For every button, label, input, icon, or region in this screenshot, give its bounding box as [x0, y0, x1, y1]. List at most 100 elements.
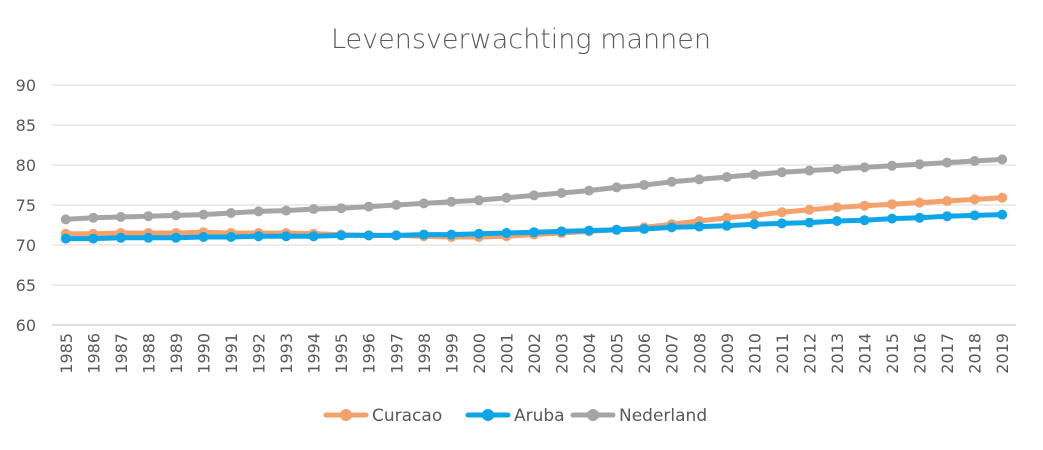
data-point	[198, 209, 209, 220]
legend-swatch-marker	[482, 409, 494, 421]
x-tick-label: 1988	[139, 333, 158, 374]
data-point	[529, 227, 539, 238]
x-tick-label: 1995	[332, 333, 351, 374]
data-point	[473, 228, 484, 239]
data-point	[170, 232, 181, 243]
data-point	[914, 197, 925, 208]
x-tick-label: 2008	[690, 333, 709, 374]
data-point	[198, 232, 209, 242]
data-point	[60, 233, 71, 244]
data-point	[584, 225, 595, 236]
data-point	[639, 224, 650, 234]
legend-item: Curacao	[323, 406, 442, 426]
data-point	[446, 229, 457, 240]
data-point	[666, 222, 677, 233]
x-tick-label: 1999	[442, 333, 461, 374]
y-tick-label: 75	[16, 196, 36, 215]
data-point	[501, 228, 512, 238]
data-point	[997, 209, 1008, 220]
x-tick-label: 1993	[277, 333, 296, 374]
data-point	[336, 203, 347, 214]
data-point	[749, 169, 760, 180]
data-point	[887, 213, 898, 224]
data-point	[308, 231, 319, 242]
data-point	[115, 232, 126, 243]
data-point	[721, 220, 732, 231]
data-point	[88, 212, 99, 223]
x-tick-label: 2006	[635, 333, 654, 374]
x-tick-label: 2015	[883, 333, 902, 374]
data-point	[60, 214, 71, 225]
data-point	[529, 190, 539, 201]
x-tick-label: 2005	[608, 333, 627, 374]
data-point	[281, 205, 292, 216]
data-point	[859, 162, 870, 173]
data-point	[831, 202, 842, 213]
y-tick-label: 70	[16, 236, 36, 255]
data-point	[88, 233, 99, 244]
x-tick-label: 2014	[856, 333, 875, 374]
data-point	[914, 212, 925, 223]
data-point	[721, 212, 732, 223]
y-tick-label: 60	[16, 316, 36, 335]
x-tick-label: 1987	[112, 333, 131, 374]
legend-label: Curacao	[372, 406, 442, 426]
x-tick-label: 1994	[305, 333, 324, 374]
data-point	[997, 192, 1008, 203]
x-tick-label: 1998	[415, 333, 434, 374]
data-point	[143, 211, 154, 222]
x-tick-label: 2010	[745, 333, 764, 374]
data-point	[694, 174, 705, 185]
x-tick-label: 1985	[57, 333, 76, 374]
data-point	[831, 164, 842, 174]
x-tick-label: 1991	[222, 333, 241, 374]
x-tick-label: 2003	[553, 333, 572, 374]
data-point	[336, 230, 347, 241]
legend-swatch-marker	[587, 409, 599, 421]
x-tick-label: 1990	[194, 333, 213, 374]
data-point	[776, 218, 787, 229]
x-tick-label: 2004	[580, 333, 599, 374]
data-point	[804, 165, 815, 176]
data-point	[446, 196, 457, 207]
data-point	[721, 172, 732, 182]
data-point	[969, 194, 980, 205]
x-tick-label: 2016	[911, 333, 930, 374]
data-point	[694, 221, 705, 232]
gridlines	[52, 84, 1016, 326]
y-tick-label: 90	[16, 76, 36, 95]
data-point	[887, 199, 898, 210]
x-tick-label: 2012	[800, 333, 819, 374]
data-point	[997, 154, 1008, 165]
data-point	[666, 176, 677, 187]
data-point	[749, 210, 760, 221]
x-tick-label: 2013	[828, 333, 847, 374]
x-tick-label: 2002	[525, 333, 544, 374]
data-point	[804, 217, 815, 228]
x-tick-label: 1986	[84, 333, 103, 374]
data-point	[418, 229, 429, 240]
data-point	[253, 206, 264, 217]
data-point	[473, 195, 484, 206]
data-point	[418, 198, 429, 209]
x-tick-label: 2000	[470, 333, 489, 374]
data-point	[776, 167, 787, 178]
data-point	[859, 215, 870, 226]
data-point	[804, 204, 815, 215]
data-point	[942, 196, 953, 206]
y-tick-label: 65	[16, 276, 36, 295]
x-tick-label: 2001	[497, 333, 516, 374]
x-tick-label: 2009	[718, 333, 737, 374]
data-point	[887, 160, 898, 171]
x-tick-label: 1992	[250, 333, 269, 374]
legend-swatch-marker	[340, 409, 352, 421]
x-tick-label: 2019	[993, 333, 1012, 374]
data-point	[942, 211, 953, 222]
chart-title: Levensverwachting mannen	[331, 24, 711, 55]
legend-item: Nederland	[570, 406, 707, 426]
x-tick-label: 1997	[387, 333, 406, 374]
y-tick-label: 85	[16, 116, 36, 135]
data-point	[859, 200, 870, 211]
legend-label: Aruba	[514, 406, 565, 426]
